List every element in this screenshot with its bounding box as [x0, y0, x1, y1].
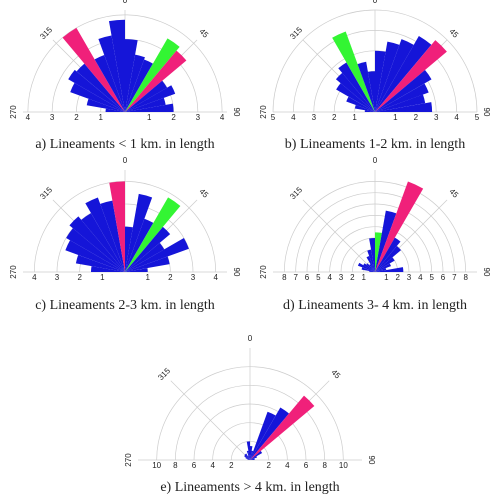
- theta-tick-label: 270: [9, 105, 18, 119]
- r-tick-label: 2: [414, 113, 419, 122]
- rose-wedge: [250, 396, 314, 460]
- r-tick-label: 3: [312, 113, 317, 122]
- theta-tick-label: 270: [9, 265, 18, 279]
- r-tick-label: 4: [454, 113, 459, 122]
- r-tick-label: 5: [271, 113, 276, 122]
- r-tick-label: 7: [452, 273, 457, 282]
- r-tick-label: 6: [304, 461, 309, 470]
- r-tick-label: 4: [291, 113, 296, 122]
- r-tick-label: 3: [50, 113, 55, 122]
- theta-tick-label: 45: [197, 27, 210, 40]
- r-tick-label: 1: [393, 113, 398, 122]
- theta-tick-label: 45: [447, 27, 460, 40]
- theta-tick-label: 315: [288, 185, 304, 201]
- theta-tick-label: 0: [248, 334, 253, 343]
- r-tick-label: 3: [407, 273, 412, 282]
- r-tick-label: 4: [220, 113, 225, 122]
- r-tick-label: 5: [316, 273, 321, 282]
- r-tick-label: 4: [26, 113, 31, 122]
- r-tick-label: 3: [55, 273, 60, 282]
- r-tick-label: 2: [168, 273, 173, 282]
- caption: e) Lineaments > 4 km. in length: [160, 480, 339, 495]
- r-tick-label: 7: [293, 273, 298, 282]
- caption: b) Lineaments 1-2 km. in length: [285, 137, 465, 152]
- rose-wedge: [375, 181, 423, 272]
- r-tick-label: 1: [361, 273, 366, 282]
- theta-tick-label: 90: [232, 268, 241, 277]
- r-tick-label: 2: [74, 113, 79, 122]
- r-tick-label: 1: [352, 113, 357, 122]
- grid-spoke: [303, 200, 375, 272]
- theta-tick-label: 45: [197, 187, 210, 200]
- r-tick-label: 10: [152, 461, 161, 470]
- theta-tick-label: 90: [367, 456, 376, 465]
- r-tick-label: 6: [441, 273, 446, 282]
- theta-tick-label: 270: [124, 453, 133, 467]
- r-tick-label: 5: [475, 113, 480, 122]
- caption: c) Lineaments 2-3 km. in length: [35, 298, 215, 313]
- r-tick-label: 5: [429, 273, 434, 282]
- theta-tick-label: 90: [232, 108, 241, 117]
- r-tick-label: 1: [384, 273, 389, 282]
- r-tick-label: 2: [395, 273, 400, 282]
- caption: d) Lineaments 3- 4 km. in length: [283, 298, 467, 313]
- r-tick-label: 3: [434, 113, 439, 122]
- r-tick-label: 1: [100, 273, 105, 282]
- theta-tick-label: 0: [373, 0, 378, 5]
- theta-tick-label: 315: [156, 366, 172, 382]
- theta-tick-label: 270: [259, 265, 268, 279]
- r-tick-label: 8: [463, 273, 468, 282]
- caption: a) Lineaments < 1 km. in length: [35, 137, 214, 152]
- theta-tick-label: 315: [288, 25, 304, 41]
- theta-tick-label: 90: [482, 108, 491, 117]
- r-tick-label: 1: [147, 113, 152, 122]
- r-tick-label: 4: [418, 273, 423, 282]
- r-tick-label: 8: [173, 461, 178, 470]
- r-tick-label: 2: [332, 113, 337, 122]
- theta-tick-label: 315: [38, 185, 54, 201]
- r-tick-label: 2: [77, 273, 82, 282]
- theta-tick-label: 45: [447, 187, 460, 200]
- r-tick-label: 3: [196, 113, 201, 122]
- theta-tick-label: 90: [482, 268, 491, 277]
- theta-tick-label: 0: [373, 156, 378, 165]
- r-tick-label: 4: [32, 273, 37, 282]
- r-tick-label: 3: [191, 273, 196, 282]
- theta-tick-label: 45: [330, 368, 343, 381]
- r-tick-label: 4: [285, 461, 290, 470]
- r-tick-label: 2: [171, 113, 176, 122]
- r-tick-label: 2: [266, 461, 271, 470]
- r-tick-label: 6: [305, 273, 310, 282]
- theta-tick-label: 270: [259, 105, 268, 119]
- r-tick-label: 1: [98, 113, 103, 122]
- r-tick-label: 8: [282, 273, 287, 282]
- theta-tick-label: 315: [38, 25, 54, 41]
- r-tick-label: 1: [145, 273, 150, 282]
- r-tick-label: 2: [350, 273, 355, 282]
- r-tick-label: 4: [213, 273, 218, 282]
- r-tick-label: 3: [339, 273, 344, 282]
- theta-tick-label: 0: [123, 0, 128, 5]
- r-tick-label: 4: [210, 461, 215, 470]
- r-tick-label: 2: [229, 461, 234, 470]
- r-tick-label: 6: [192, 461, 197, 470]
- r-tick-label: 4: [327, 273, 332, 282]
- r-tick-label: 8: [322, 461, 327, 470]
- r-tick-label: 10: [339, 461, 348, 470]
- theta-tick-label: 0: [123, 156, 128, 165]
- grid-spoke: [171, 381, 250, 460]
